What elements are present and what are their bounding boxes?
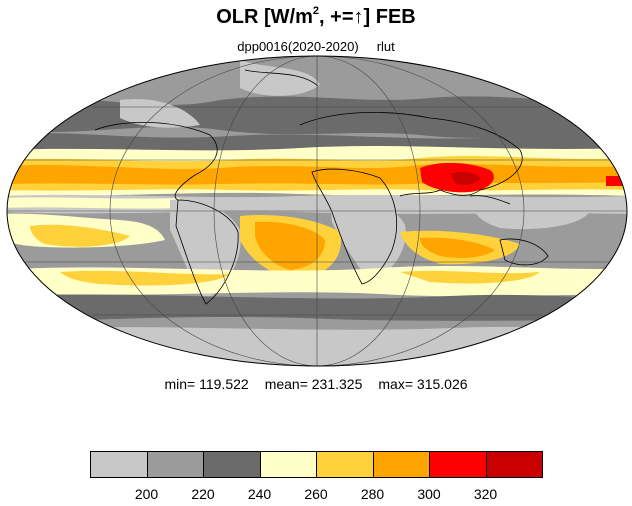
colorbar-box — [316, 451, 374, 478]
colorbar — [90, 451, 543, 478]
colorbar-label: 280 — [360, 486, 385, 502]
colorbar-box — [90, 451, 148, 478]
chart-title: OLR [W/m2, +=↑] FEB — [0, 5, 632, 29]
stat-min: min= 119.522 — [164, 376, 249, 392]
colorbar-label: 240 — [247, 486, 272, 502]
colorbar-box — [259, 451, 317, 478]
colorbar-box — [146, 451, 204, 478]
coastlines — [94, 69, 549, 305]
subtitle-variable: rlut — [376, 39, 395, 54]
colorbar-box — [485, 451, 543, 478]
colorbar-box — [372, 451, 430, 478]
title-rest: , +=↑] FEB — [319, 6, 416, 28]
map-container — [6, 55, 628, 367]
subtitle-run: dpp0016(2020-2020) — [237, 39, 359, 54]
map-border — [6, 55, 628, 367]
colorbar-label: 300 — [417, 486, 441, 502]
graticule — [8, 55, 626, 367]
stats-line: min= 119.522 mean= 231.325 max= 315.026 — [0, 376, 632, 392]
colorbar-box — [429, 451, 487, 478]
title-exponent: 2 — [312, 5, 320, 18]
colorbar-label: 200 — [134, 486, 159, 502]
colorbar-label: 220 — [191, 486, 215, 502]
olr-field — [7, 56, 627, 366]
colorbar-box — [203, 451, 261, 478]
chart-subtitle: dpp0016(2020-2020) rlut — [0, 39, 632, 54]
colorbar-label: 320 — [473, 486, 498, 502]
colorbar-label: 260 — [304, 486, 328, 502]
stat-max: max= 315.026 — [378, 376, 468, 392]
mollweide-map — [6, 55, 628, 367]
title-main: OLR [W/m — [216, 6, 313, 28]
stat-mean: mean= 231.325 — [264, 376, 363, 392]
